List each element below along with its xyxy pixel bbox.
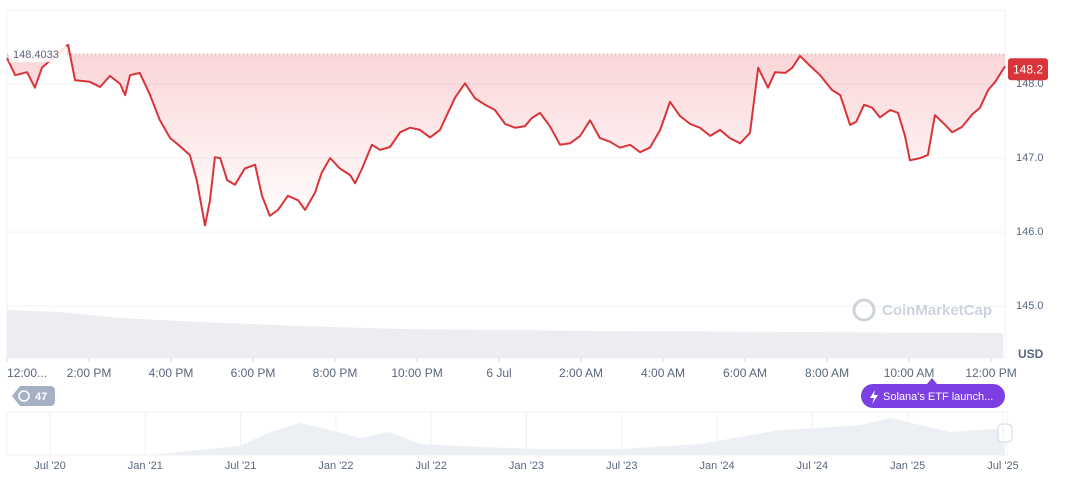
- navigator-area: [7, 418, 1005, 455]
- navigator-label: Jul '25: [987, 460, 1018, 472]
- x-tick-label: 10:00 PM: [391, 366, 442, 380]
- x-tick-label: 2:00 PM: [67, 366, 112, 380]
- navigator-label: Jan '23: [509, 460, 544, 472]
- volume-band: [7, 310, 1003, 358]
- watermark-text: CoinMarketCap: [882, 302, 992, 319]
- x-tick-label: 4:00 PM: [149, 366, 194, 380]
- x-tick-label: 8:00 AM: [805, 366, 849, 380]
- y-tick-label: 148.0: [1016, 78, 1044, 90]
- navigator-label: Jan '22: [318, 460, 353, 472]
- y-tick-label: 146.0: [1016, 226, 1044, 238]
- navigator-label: Jul '21: [225, 460, 256, 472]
- navigator-label: Jan '25: [890, 460, 925, 472]
- event-count-pill[interactable]: 47: [12, 386, 55, 406]
- x-tick-label: 4:00 AM: [641, 366, 685, 380]
- x-tick-label: 8:00 PM: [313, 366, 358, 380]
- x-tick-label: 12:00 PM: [965, 366, 1016, 380]
- navigator-label: Jan '21: [128, 460, 163, 472]
- navigator-handle[interactable]: [997, 423, 1013, 443]
- price-area: [7, 44, 1005, 226]
- reference-label-bg: [9, 46, 67, 63]
- x-tick-label: 6 Jul: [486, 366, 511, 380]
- navigator-label: Jan '24: [700, 460, 735, 472]
- price-tag: [1008, 58, 1048, 81]
- x-tick-label: 10:00 AM: [884, 366, 935, 380]
- y-tick-label: 147.0: [1016, 152, 1044, 164]
- y-tick-label: 145.0: [1016, 300, 1044, 312]
- event-count: 47: [35, 391, 47, 403]
- watermark: CoinMarketCap: [852, 298, 992, 322]
- currency-label: USD: [1018, 347, 1044, 361]
- navigator-label: Jul '23: [606, 460, 637, 472]
- navigator-label: Jul '22: [415, 460, 446, 472]
- price-line: [6, 43, 1006, 227]
- reference-label: 148.4033: [13, 49, 59, 61]
- event-label: Solana's ETF launch...: [883, 391, 993, 403]
- x-tick-label: 6:00 PM: [231, 366, 276, 380]
- x-tick-label: 2:00 AM: [559, 366, 603, 380]
- navigator-label: Jul '24: [797, 460, 828, 472]
- x-tick-label: 6:00 AM: [723, 366, 767, 380]
- x-tick-label: 12:00...: [7, 366, 47, 380]
- price-tag-label: 148.2: [1013, 62, 1043, 76]
- navigator-label: Jul '20: [34, 460, 65, 472]
- event-pill[interactable]: Solana's ETF launch...: [861, 378, 1005, 408]
